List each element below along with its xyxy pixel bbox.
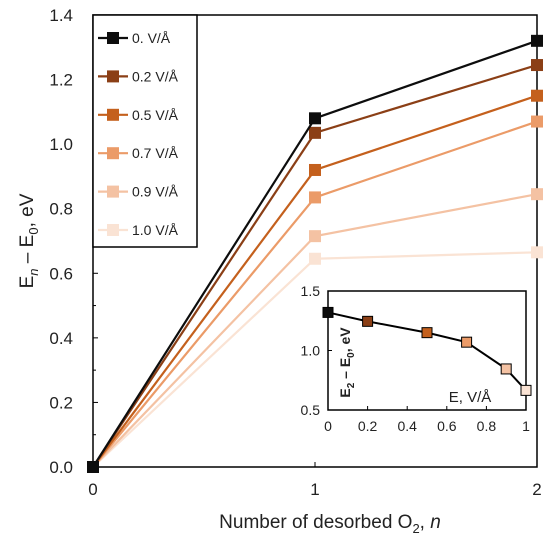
inset-x-axis-label: E, V/Å — [449, 389, 492, 406]
legend-label: 0.5 V/Å — [132, 107, 179, 123]
y-tick-label: 1.2 — [49, 71, 73, 90]
y-axis-label-c: , eV — [17, 193, 38, 227]
y-tick-label: 0.8 — [49, 200, 73, 219]
inset-series-marker — [461, 336, 473, 348]
x-tick-label: 2 — [532, 480, 541, 499]
x-axis-label-main: Number of desorbed O — [219, 512, 412, 533]
y-axis-label: En – E0, eV — [17, 193, 41, 288]
inset-series-marker — [322, 306, 334, 318]
series-marker — [531, 59, 543, 72]
inset-y-tick-label: 0.5 — [301, 402, 321, 418]
legend-frame — [92, 14, 198, 248]
legend-marker — [107, 147, 119, 160]
y-tick-label: 0.6 — [49, 264, 73, 283]
inset-x-tick-label: 0 — [324, 418, 332, 434]
series-marker — [309, 163, 321, 176]
x-axis-label-tail: , — [420, 512, 431, 533]
inset-y-axis-label-b-sub: 0 — [346, 352, 357, 358]
series-marker — [309, 112, 321, 125]
series-marker — [531, 89, 543, 102]
y-axis-label-a: E — [17, 276, 38, 289]
y-tick-label: 1.4 — [49, 6, 73, 25]
legend-label: 0.9 V/Å — [132, 184, 179, 200]
legend-marker — [107, 224, 119, 236]
inset-plot: 0.51.01.50 0.2 0.4 0.6 0.8 1E, V/ÅE2 – E0, eV — [301, 283, 532, 434]
legend-label: 0. V/Å — [132, 30, 171, 46]
y-tick-label: 0.4 — [49, 329, 73, 348]
series-marker — [531, 246, 543, 259]
legend-marker — [107, 32, 119, 44]
legend: 0. V/Å 0.2 V/Å 0.5 V/Å 0.7 V/Å 0.9 V/Å 1.0 V/… — [92, 14, 198, 248]
series — [87, 34, 543, 473]
series-marker — [309, 191, 321, 204]
inset-x-tick-label: 1 — [522, 418, 530, 434]
series-marker — [309, 252, 321, 265]
series-marker — [531, 188, 543, 201]
inset-x-tick-label: 0.4 — [397, 418, 417, 434]
series-marker — [531, 115, 543, 128]
x-axis-label-sub: 2 — [412, 521, 419, 536]
inset-series-marker — [520, 384, 532, 396]
legend-label: 1.0 V/Å — [132, 222, 179, 238]
inset-series-marker — [421, 327, 433, 339]
legend-label: 0.7 V/Å — [132, 145, 179, 161]
legend-label: 0.2 V/Å — [132, 68, 179, 84]
x-axis-label-italic: n — [430, 512, 441, 533]
inset-x-tick-label: 0.2 — [358, 418, 378, 434]
inset-y-axis-label: E2 – E0, eV — [337, 327, 357, 398]
inset-y-axis-label-c: , eV — [337, 327, 353, 353]
inset-y-axis-label-a: E — [337, 388, 353, 397]
series-marker — [87, 461, 99, 473]
inset-plot-frame — [327, 290, 527, 411]
series-marker — [531, 34, 543, 47]
y-tick-label: 0.2 — [49, 393, 73, 412]
legend-marker — [107, 70, 119, 83]
series-marker — [309, 126, 321, 139]
y-tick-label: 0.0 — [49, 458, 73, 477]
legend-marker — [107, 108, 119, 121]
inset-y-axis-label-a-sub: 2 — [346, 382, 357, 388]
inset-y-axis-label-b: – E — [337, 358, 353, 383]
y-axis-label-a-sub: n — [26, 268, 41, 275]
inset-series-marker — [500, 363, 512, 375]
x-tick-label: 0 — [88, 480, 97, 499]
inset-y-tick-label: 1.0 — [301, 343, 321, 359]
inset-x-tick-label: 0.8 — [477, 418, 497, 434]
y-axis-label-b-sub: 0 — [26, 227, 41, 234]
x-axis-label: Number of desorbed O2, n — [219, 512, 441, 536]
inset-series-marker — [362, 315, 374, 327]
legend-marker — [107, 185, 119, 198]
y-axis-label-b: – E — [17, 235, 38, 269]
series-marker — [309, 230, 321, 243]
inset-y-tick-label: 1.5 — [301, 283, 321, 299]
inset-x-tick-label: 0.6 — [437, 418, 457, 434]
y-tick-label: 1.0 — [49, 135, 73, 154]
x-tick-label: 1 — [310, 480, 319, 499]
